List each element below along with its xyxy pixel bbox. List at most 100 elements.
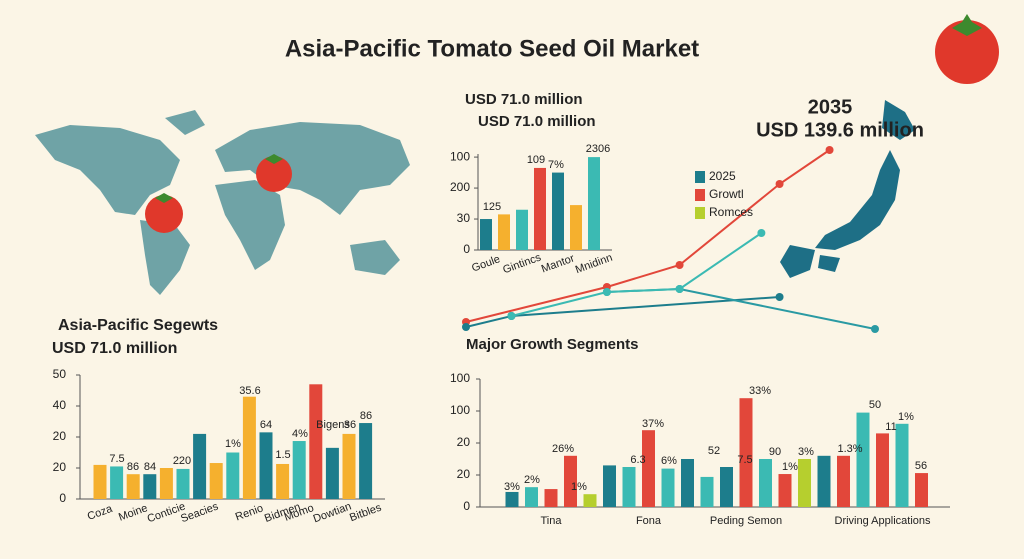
- bar: [209, 463, 223, 499]
- data-label: 35.6: [239, 385, 260, 397]
- bar: [276, 463, 290, 499]
- world-map: [35, 110, 410, 295]
- data-label: 86: [360, 410, 372, 422]
- bar: [876, 433, 889, 507]
- bar: [583, 494, 597, 507]
- bar: [259, 432, 273, 499]
- y-tick-label: 0: [59, 491, 66, 505]
- data-label: 6.3: [630, 454, 645, 466]
- data-label: 1.5: [275, 449, 290, 461]
- data-label: 90: [769, 446, 781, 458]
- point: [462, 323, 470, 331]
- bar: [159, 468, 173, 499]
- y-tick-label: 50: [53, 367, 67, 381]
- bar: [895, 423, 909, 507]
- bar: [480, 219, 492, 250]
- data-label: 1.3%: [837, 443, 862, 455]
- data-label: 7.5: [109, 453, 124, 465]
- bar: [817, 455, 831, 507]
- heading: USD 71.0 million: [465, 91, 583, 108]
- point: [775, 180, 784, 188]
- data-label: 125: [483, 201, 501, 213]
- x-tick-label: Tina: [541, 515, 563, 527]
- bar: [143, 474, 157, 499]
- point: [675, 261, 684, 269]
- bar: [309, 384, 323, 499]
- bar: [498, 214, 510, 250]
- data-label: 50: [869, 399, 881, 411]
- point: [602, 288, 611, 296]
- bar: [226, 452, 240, 499]
- y-tick-label: 100: [450, 403, 470, 417]
- page-title: Asia-Pacific Tomato Seed Oil Market: [285, 35, 699, 62]
- bar: [778, 474, 792, 507]
- annotation: USD 139.6 million: [756, 119, 924, 141]
- bar: [588, 157, 600, 250]
- legend-label: Growtl: [709, 187, 744, 201]
- y-tick-label: 40: [53, 398, 67, 412]
- bar: [570, 205, 582, 250]
- y-tick-label: 100: [450, 149, 470, 163]
- bar: [242, 396, 256, 499]
- y-tick-label: 0: [463, 242, 470, 256]
- legend-swatch: [695, 189, 705, 201]
- bar: [544, 489, 558, 507]
- data-label: 2306: [586, 143, 610, 155]
- data-label: 6%: [661, 455, 677, 467]
- data-label: 1%: [571, 481, 587, 493]
- bar: [342, 433, 356, 499]
- heading: Major Growth Segments: [466, 336, 639, 353]
- bar: [720, 467, 733, 507]
- data-label: 86: [127, 461, 139, 473]
- bar: [915, 473, 928, 507]
- data-label: 37%: [642, 418, 664, 430]
- data-label: 3%: [504, 481, 520, 493]
- point: [507, 312, 516, 320]
- data-label: 7.5: [737, 454, 752, 466]
- y-tick-label: 20: [457, 435, 471, 449]
- bar: [176, 468, 190, 499]
- y-tick-label: 200: [450, 180, 470, 194]
- heading: USD 71.0 million: [52, 340, 177, 357]
- bar: [534, 167, 546, 250]
- data-label: 2%: [524, 474, 540, 486]
- bar: [798, 459, 811, 507]
- bar: [516, 209, 528, 250]
- bar: [552, 172, 564, 250]
- bar: [564, 455, 577, 507]
- x-tick-label: Peding Semon: [710, 515, 782, 527]
- bar: [642, 430, 655, 507]
- bar: [622, 467, 636, 507]
- data-label: 7%: [548, 159, 564, 171]
- y-tick-label: 20: [53, 429, 67, 443]
- data-label: 220: [173, 455, 191, 467]
- bar: [126, 474, 140, 499]
- x-tick-label: Driving Applications: [835, 515, 931, 527]
- legend-swatch: [695, 207, 705, 219]
- legend-label: 2025: [709, 169, 736, 183]
- point: [675, 285, 684, 293]
- y-tick-label: 100: [450, 371, 470, 385]
- data-label: 109: [527, 154, 545, 166]
- bar: [505, 491, 519, 507]
- bar: [856, 412, 870, 507]
- point: [825, 146, 834, 154]
- bar: [837, 455, 850, 507]
- y-tick-label: 20: [53, 460, 67, 474]
- heading: Asia-Pacific Segewts: [58, 317, 218, 334]
- data-label: 56: [915, 460, 927, 472]
- data-label: 52: [708, 445, 720, 457]
- y-tick-label: 30: [457, 211, 471, 225]
- data-label: 1%: [225, 438, 241, 450]
- line: [511, 232, 762, 317]
- data-label: 4%: [292, 428, 308, 440]
- point: [775, 293, 784, 301]
- bar: [700, 476, 714, 507]
- tomato-icons: [145, 14, 999, 233]
- data-label: 64: [260, 419, 272, 431]
- bar: [661, 468, 675, 507]
- x-tick-label: Fona: [636, 515, 662, 527]
- data-label: 84: [144, 461, 156, 473]
- bar: [759, 459, 772, 507]
- bar: [359, 423, 373, 499]
